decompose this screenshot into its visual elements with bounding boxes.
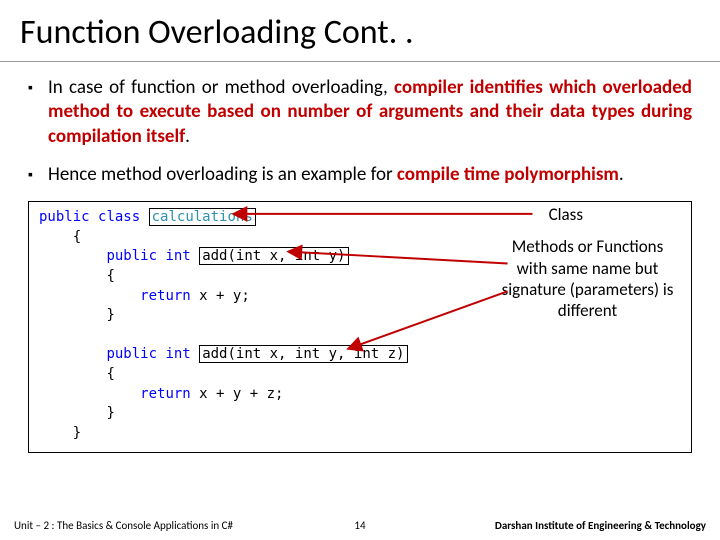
bullet-2-em: compile time polymorphism xyxy=(397,163,619,186)
return-expr-2: x + y + z; xyxy=(199,386,283,402)
method-params-1: (int x, int y) xyxy=(227,248,345,264)
bullet-1-pre: In case of function or method overloadin… xyxy=(48,76,394,99)
kw-return: return xyxy=(140,288,191,304)
brace: { xyxy=(106,366,114,382)
method-sig-1: add(int x, int y) xyxy=(199,247,348,265)
slide-title: Function Overloading Cont. . xyxy=(0,0,720,62)
kw-public: public xyxy=(106,346,157,362)
annotation-class: Class xyxy=(549,204,583,225)
footer-page-number: 14 xyxy=(330,519,390,532)
footer-right: Darshan Institute of Engineering & Techn… xyxy=(390,519,706,532)
return-expr-1: x + y; xyxy=(199,288,250,304)
bullet-2-pre: Hence method overloading is an example f… xyxy=(48,163,397,186)
content-area: ▪ In case of function or method overload… xyxy=(0,62,720,453)
bullet-1-post: . xyxy=(185,125,190,148)
method-name: add xyxy=(202,248,227,264)
method-name: add xyxy=(202,346,227,362)
brace: { xyxy=(73,229,81,245)
class-name-box: calculations xyxy=(149,208,256,226)
method-params-2: (int x, int y, int z) xyxy=(227,346,404,362)
kw-int: int xyxy=(165,248,190,264)
bullet-marker: ▪ xyxy=(28,76,48,149)
code-box: public class calculations { public int a… xyxy=(28,201,692,453)
brace: { xyxy=(106,268,114,284)
bullet-text: In case of function or method overloadin… xyxy=(48,76,692,149)
bullet-2: ▪ Hence method overloading is an example… xyxy=(28,163,692,187)
bullet-text: Hence method overloading is an example f… xyxy=(48,163,692,187)
brace: } xyxy=(106,405,114,421)
footer: Unit – 2 : The Basics & Console Applicat… xyxy=(0,519,720,532)
brace: } xyxy=(106,307,114,323)
kw-return: return xyxy=(140,386,191,402)
kw-public: public xyxy=(106,248,157,264)
annotation-methods: Methods or Functions with same name but … xyxy=(500,236,675,321)
bullet-2-post: . xyxy=(619,163,624,186)
kw-int: int xyxy=(165,346,190,362)
kw-class: class xyxy=(98,209,140,225)
bullet-marker: ▪ xyxy=(28,163,48,187)
brace: } xyxy=(73,425,81,441)
bullet-1: ▪ In case of function or method overload… xyxy=(28,76,692,149)
method-sig-2: add(int x, int y, int z) xyxy=(199,345,407,363)
kw-public: public xyxy=(39,209,90,225)
footer-left: Unit – 2 : The Basics & Console Applicat… xyxy=(14,519,330,532)
